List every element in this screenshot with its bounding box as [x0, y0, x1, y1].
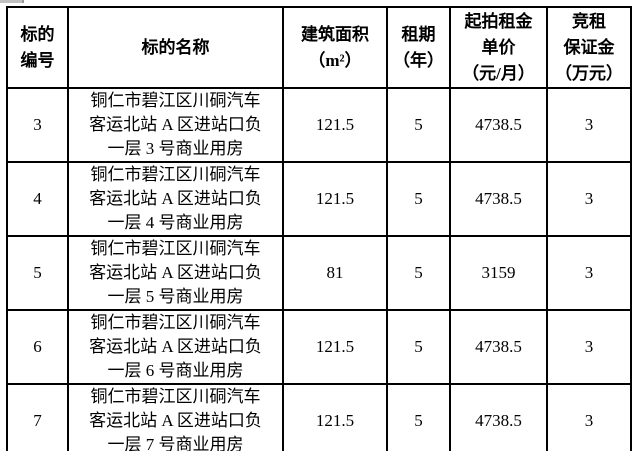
subject-id-cell: 3 [6, 87, 69, 163]
header-subject-id: 标的 编号 [6, 6, 69, 89]
area-cell: 121.5 [282, 161, 388, 237]
term-cell: 5 [386, 383, 451, 451]
price-cell: 3159 [449, 235, 548, 311]
term-cell: 5 [386, 161, 451, 237]
table-row: 4 铜仁市碧江区川硐汽车 客运北站 A 区进站口负 一层 4 号商业用房 121… [6, 161, 632, 237]
table-row: 7 铜仁市碧江区川硐汽车 客运北站 A 区进站口负 一层 7 号商业用房 121… [6, 383, 632, 451]
header-bid-deposit: 竞租 保证金 （万元） [546, 6, 632, 89]
subject-id-cell: 5 [6, 235, 69, 311]
subject-id-cell: 6 [6, 309, 69, 385]
area-cell: 121.5 [282, 309, 388, 385]
subject-name-cell: 铜仁市碧江区川硐汽车 客运北站 A 区进站口负 一层 6 号商业用房 [67, 309, 284, 385]
page-crop-artifact [0, 0, 24, 3]
header-starting-rent: 起拍租金 单价 （元/月） [449, 6, 548, 89]
table-row: 3 铜仁市碧江区川硐汽车 客运北站 A 区进站口负 一层 3 号商业用房 121… [6, 87, 632, 163]
price-cell: 4738.5 [449, 309, 548, 385]
term-cell: 5 [386, 87, 451, 163]
subject-id-cell: 4 [6, 161, 69, 237]
subject-name-cell: 铜仁市碧江区川硐汽车 客运北站 A 区进站口负 一层 7 号商业用房 [67, 383, 284, 451]
header-lease-term: 租期 （年） [386, 6, 451, 89]
deposit-cell: 3 [546, 235, 632, 311]
table-row: 6 铜仁市碧江区川硐汽车 客运北站 A 区进站口负 一层 6 号商业用房 121… [6, 309, 632, 385]
price-cell: 4738.5 [449, 87, 548, 163]
term-cell: 5 [386, 235, 451, 311]
deposit-cell: 3 [546, 383, 632, 451]
header-subject-name: 标的名称 [67, 6, 284, 89]
table-row: 5 铜仁市碧江区川硐汽车 客运北站 A 区进站口负 一层 5 号商业用房 81 … [6, 235, 632, 311]
subject-name-cell: 铜仁市碧江区川硐汽车 客运北站 A 区进站口负 一层 3 号商业用房 [67, 87, 284, 163]
price-cell: 4738.5 [449, 383, 548, 451]
term-cell: 5 [386, 309, 451, 385]
header-building-area: 建筑面积 （m²） [282, 6, 388, 89]
area-cell: 81 [282, 235, 388, 311]
subject-id-cell: 7 [6, 383, 69, 451]
subject-name-cell: 铜仁市碧江区川硐汽车 客运北站 A 区进站口负 一层 5 号商业用房 [67, 235, 284, 311]
subject-name-cell: 铜仁市碧江区川硐汽车 客运北站 A 区进站口负 一层 4 号商业用房 [67, 161, 284, 237]
deposit-cell: 3 [546, 87, 632, 163]
area-cell: 121.5 [282, 383, 388, 451]
price-cell: 4738.5 [449, 161, 548, 237]
deposit-cell: 3 [546, 161, 632, 237]
deposit-cell: 3 [546, 309, 632, 385]
table-header-row: 标的 编号 标的名称 建筑面积 （m²） 租期 （年） 起拍租金 单价 （元/月… [6, 6, 632, 89]
lots-table: 标的 编号 标的名称 建筑面积 （m²） 租期 （年） 起拍租金 单价 （元/月… [6, 6, 632, 451]
area-cell: 121.5 [282, 87, 388, 163]
